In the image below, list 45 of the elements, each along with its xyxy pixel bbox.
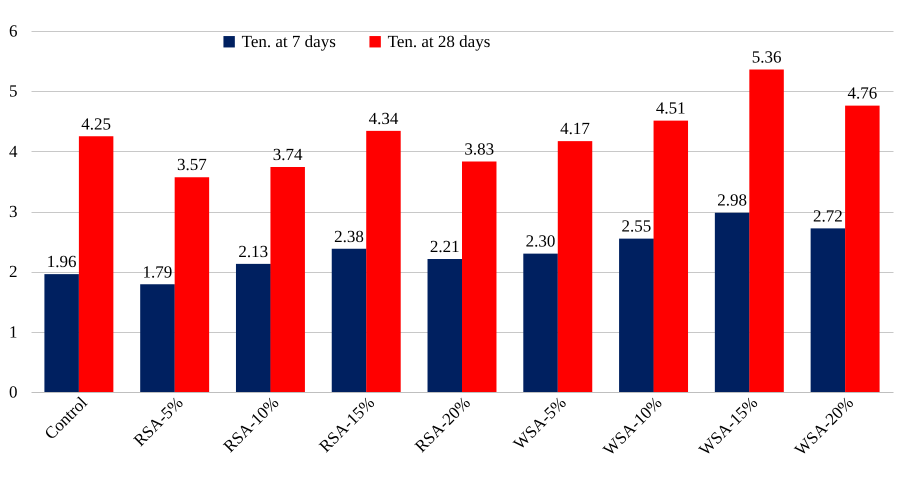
data-label: 2.55 <box>621 216 652 236</box>
bar <box>366 130 401 392</box>
bar <box>140 284 175 392</box>
data-label: 4.34 <box>368 108 399 128</box>
bar <box>78 136 114 392</box>
data-label: 2.98 <box>717 190 747 210</box>
data-label: 4.76 <box>847 84 878 103</box>
data-label: 1.96 <box>46 252 77 272</box>
legend-label: Ten. at 7 days <box>242 32 336 51</box>
data-label: 3.57 <box>177 155 208 174</box>
data-label: 1.79 <box>142 262 172 282</box>
bar <box>174 177 210 392</box>
bar <box>749 70 784 392</box>
y-tick-label: 3 <box>9 202 18 221</box>
data-label: 2.38 <box>334 226 364 246</box>
data-label: 2.72 <box>812 206 843 226</box>
data-label: 2.30 <box>526 232 556 251</box>
data-label: 4.51 <box>656 98 686 118</box>
data-label: 3.83 <box>464 140 494 159</box>
data-label: 2.21 <box>430 237 460 256</box>
data-label: 5.36 <box>752 48 782 67</box>
data-label: 4.25 <box>81 114 112 134</box>
bar <box>270 166 305 392</box>
bar <box>558 141 592 392</box>
y-tick-label: 4 <box>9 142 18 161</box>
bar <box>462 162 496 392</box>
bar <box>332 248 366 392</box>
y-tick-label: 6 <box>9 22 18 40</box>
bar <box>845 106 880 392</box>
bar <box>523 254 558 392</box>
bar <box>714 212 750 392</box>
y-tick-label: 1 <box>9 322 18 342</box>
y-tick-label: 2 <box>9 262 18 282</box>
legend-label: Ten. at 28 days <box>388 32 490 51</box>
bar <box>236 264 270 392</box>
data-label: 2.13 <box>238 242 268 261</box>
y-tick-label: 5 <box>9 82 18 101</box>
data-label: 4.17 <box>560 119 590 138</box>
bar <box>619 238 654 392</box>
y-tick-label: 0 <box>9 382 18 402</box>
data-label: 3.74 <box>272 144 304 164</box>
bar <box>810 228 846 392</box>
bar <box>428 259 462 392</box>
bar <box>654 120 688 392</box>
bar <box>44 274 79 392</box>
